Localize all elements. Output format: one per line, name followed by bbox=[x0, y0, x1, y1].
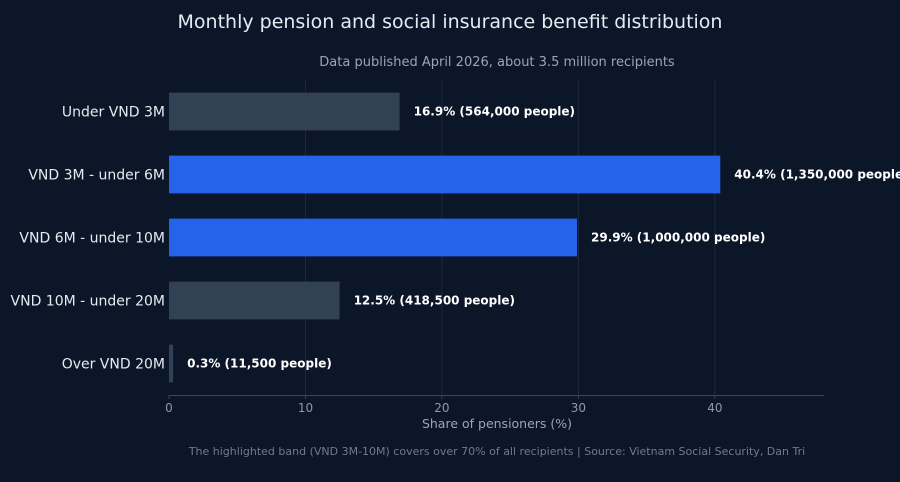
data-label: 0.3% (11,500 people) bbox=[187, 357, 332, 371]
category-label: VND 3M - under 6M bbox=[28, 168, 165, 184]
data-label: 12.5% (418,500 people) bbox=[354, 294, 515, 308]
x-axis-title: Share of pensioners (%) bbox=[422, 416, 572, 431]
bar bbox=[169, 281, 340, 320]
x-tick-label: 30 bbox=[571, 401, 586, 415]
data-label: 40.4% (1,350,000 people) bbox=[734, 168, 900, 182]
x-axis-ticks: 0 10 20 30 40 bbox=[165, 395, 722, 415]
bar bbox=[169, 218, 578, 257]
bar bbox=[169, 155, 721, 194]
bar bbox=[169, 92, 400, 131]
chart-footnote: The highlighted band (VND 3M-10M) covers… bbox=[188, 445, 805, 458]
data-label: 16.9% (564,000 people) bbox=[414, 105, 575, 119]
x-tick-label: 10 bbox=[298, 401, 313, 415]
chart-subtitle: Data published April 2026, about 3.5 mil… bbox=[319, 55, 675, 70]
category-label: VND 10M - under 20M bbox=[11, 294, 165, 310]
category-label: VND 6M - under 10M bbox=[19, 231, 165, 247]
category-labels: Under VND 3M VND 3M - under 6M VND 6M - un… bbox=[11, 105, 165, 373]
x-tick-label: 0 bbox=[165, 401, 173, 415]
x-tick-label: 40 bbox=[707, 401, 722, 415]
chart-title: Monthly pension and social insurance ben… bbox=[178, 11, 723, 33]
data-labels: 16.9% (564,000 people) 40.4% (1,350,000 p… bbox=[187, 105, 900, 371]
category-label: Over VND 20M bbox=[62, 357, 165, 373]
category-label: Under VND 3M bbox=[62, 105, 165, 121]
data-label: 29.9% (1,000,000 people) bbox=[591, 231, 765, 245]
bar bbox=[169, 344, 174, 383]
x-tick-label: 20 bbox=[434, 401, 449, 415]
bars bbox=[169, 92, 721, 383]
